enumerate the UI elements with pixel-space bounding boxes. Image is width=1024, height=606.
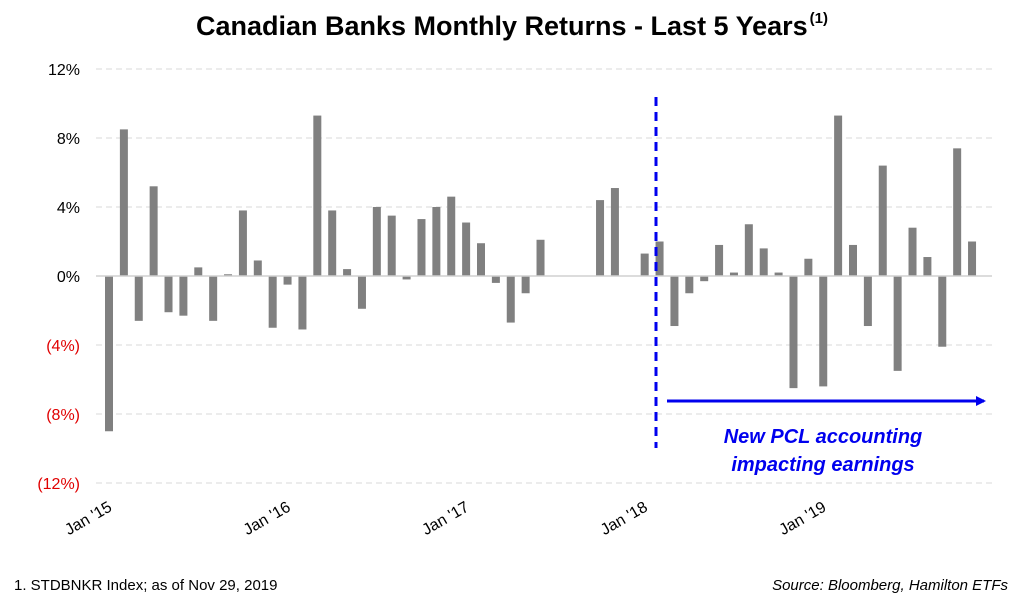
bar [610,188,619,276]
y-axis-tick-labels: 12% 8% 4% 0% (4%) (8%) (12%) [37,62,80,493]
bar [685,276,694,294]
bar [447,196,456,276]
bar [283,276,292,285]
y-tick-label: (4%) [46,338,80,355]
x-tick-label: Jan '16 [241,499,294,539]
y-tick-label: (12%) [37,476,80,493]
bar [863,276,872,327]
annotation-line-1: New PCL accounting [724,426,923,448]
y-tick-label: 8% [57,131,80,148]
bar [744,224,753,276]
chart-title-text: Canadian Banks Monthly Returns - Last 5 … [195,11,808,41]
bar [432,207,441,276]
bar [253,260,262,276]
y-tick-label: 4% [57,200,80,217]
bar [194,267,203,276]
bar [164,276,173,313]
x-tick-label: Jan '15 [62,499,115,539]
x-tick-label: Jan '18 [598,499,651,539]
bar [506,276,515,323]
bar [759,248,768,276]
bar [224,274,233,276]
bar [774,272,783,276]
chart-title-superscript: (1) [809,10,829,27]
bar [119,129,128,276]
bar [372,207,381,276]
source-note: Source: Bloomberg, Hamilton ETFs [772,577,1008,594]
bar [357,276,366,309]
bar [596,200,605,276]
bars [96,115,992,432]
chart-title: Canadian Banks Monthly Returns - Last 5 … [0,10,1024,42]
bar [402,276,411,280]
bar [938,276,947,347]
bar [819,276,828,387]
y-tick-label: (8%) [46,407,80,424]
bar [179,276,188,316]
bar [268,276,277,328]
bar [387,215,396,276]
bar [209,276,218,321]
bar [715,244,724,276]
bar [477,243,485,276]
y-tick-label: 12% [48,62,80,79]
bar [878,165,887,276]
x-axis-tick-labels: Jan '15 Jan '16 Jan '17 Jan '18 Jan '19 [62,499,829,539]
bar [536,239,545,276]
bar [700,276,709,282]
bar [298,276,307,330]
bar [893,276,902,371]
bar [968,241,977,276]
bar [328,210,337,276]
bar [908,227,917,276]
bar [134,276,143,321]
bar [417,219,426,276]
bar [923,257,932,276]
bar [655,241,664,276]
bar [149,186,158,276]
bar [491,276,500,283]
footnote: 1. STDBNKR Index; as of Nov 29, 2019 [14,577,278,594]
bar [238,210,247,276]
bar [670,276,679,327]
y-tick-label: 0% [57,269,80,286]
annotation: New PCL accounting impacting earnings [654,97,986,476]
bar [729,272,738,276]
bar [849,244,857,276]
bar [789,276,798,389]
bar [313,115,322,276]
annotation-line-2: impacting earnings [731,454,914,476]
bar [343,269,352,276]
bar [521,276,530,294]
x-tick-label: Jan '19 [776,499,829,539]
bar [804,258,813,276]
x-tick-label: Jan '17 [419,499,472,539]
bar [640,253,649,276]
bar [105,276,113,432]
bar [834,115,843,276]
bar [953,148,962,276]
bar [462,222,471,276]
